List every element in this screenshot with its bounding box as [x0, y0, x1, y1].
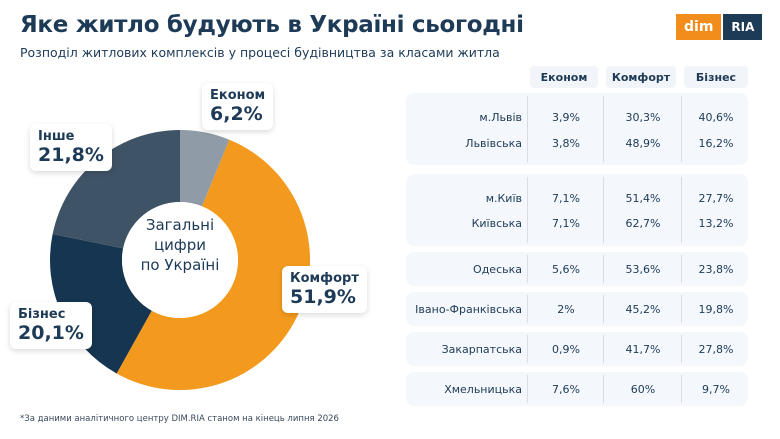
separator [527, 335, 528, 363]
separator [603, 255, 604, 283]
separator [681, 295, 682, 323]
table-cell: 27,8% [698, 343, 734, 356]
donut-hole [122, 202, 238, 318]
logo-dim: dim [676, 14, 722, 40]
separator [603, 295, 604, 323]
callout-comfort-label: Комфорт [290, 271, 359, 286]
donut-svg [49, 130, 310, 390]
separator [681, 255, 682, 283]
donut-slice-econom [180, 130, 230, 207]
table-cell: 7,1% [552, 217, 580, 230]
row-group-khmelnytskyi [406, 372, 748, 406]
table-cell: 7,6% [552, 383, 580, 396]
table-cell: 16,2% [698, 137, 734, 150]
table-row-name: Одеська [473, 263, 522, 276]
table-cell: 41,7% [625, 343, 661, 356]
row-group-odesa [406, 252, 748, 286]
donut-center-text: Загальні цифри по Україні [120, 215, 240, 275]
table-row-name: Хмельницька [444, 383, 522, 396]
callout-econom-value: 6,2% [210, 103, 263, 125]
table-cell: 27,7% [698, 192, 734, 205]
separator [527, 177, 528, 243]
donut-center-line-3: по Україні [140, 256, 220, 274]
separator [527, 375, 528, 403]
table-row-name: Київська [471, 217, 522, 230]
logo: dim RIA [676, 14, 763, 40]
separator [681, 375, 682, 403]
callout-econom: Економ 6,2% [202, 83, 274, 130]
separator [603, 335, 604, 363]
table-row-name: Львівська [465, 137, 522, 150]
row-group-kyiv [406, 174, 748, 246]
separator [527, 96, 528, 162]
table-cell: 9,7% [702, 383, 730, 396]
callout-other: Інше 21,8% [30, 124, 112, 171]
callout-comfort: Комфорт 51,9% [282, 266, 367, 313]
col-header-business: Бізнес [684, 66, 748, 88]
row-group-zakarpattia [406, 332, 748, 366]
table-cell: 30,3% [625, 111, 661, 124]
donut-center-line-2: цифри [153, 236, 207, 254]
col-header-econom: Економ [530, 66, 598, 88]
table-cell: 3,8% [552, 137, 580, 150]
table-cell: 60% [630, 383, 656, 396]
table-cell: 62,7% [625, 217, 661, 230]
table-row-name: Закарпатська [441, 343, 522, 356]
separator [603, 375, 604, 403]
callout-econom-label: Економ [210, 88, 266, 103]
callout-business: Бізнес 20,1% [10, 302, 92, 349]
donut-slice-other [52, 130, 180, 249]
table-row-name: м.Львів [479, 111, 522, 124]
table-cell: 2% [557, 303, 575, 316]
table-row-name: Івано-Франківська [415, 303, 522, 316]
separator [681, 177, 682, 243]
table-cell: 51,4% [625, 192, 661, 205]
row-group-if [406, 292, 748, 326]
table-cell: 19,8% [698, 303, 734, 316]
table-cell: 5,6% [552, 263, 580, 276]
table-cell: 53,6% [625, 263, 661, 276]
donut-slice-business [49, 234, 152, 374]
table-cell: 40,6% [698, 111, 734, 124]
separator [681, 335, 682, 363]
callout-business-label: Бізнес [18, 307, 66, 322]
table-cell: 45,2% [625, 303, 661, 316]
table-cell: 0,9% [552, 343, 580, 356]
table-cell: 48,9% [625, 137, 661, 150]
col-header-comfort: Комфорт [606, 66, 676, 88]
separator [603, 96, 604, 162]
table-cell: 23,8% [698, 263, 734, 276]
page-subtitle: Розподіл житлових комплексів у процесі б… [20, 45, 500, 60]
logo-ria: RIA [721, 14, 763, 40]
donut-center-line-1: Загальні [145, 216, 215, 234]
separator [527, 295, 528, 323]
callout-comfort-value: 51,9% [290, 286, 356, 308]
callout-other-value: 21,8% [38, 144, 104, 166]
row-group-lviv [406, 93, 748, 165]
callout-business-value: 20,1% [18, 322, 84, 344]
separator [527, 255, 528, 283]
table-cell: 13,2% [698, 217, 734, 230]
page-title: Яке житло будують в Україні сьогодні [20, 12, 524, 38]
table-row-name: м.Київ [485, 192, 522, 205]
donut-chart: Загальні цифри по Україні Економ 6,2% Ко… [0, 70, 400, 410]
separator [681, 96, 682, 162]
callout-other-label: Інше [38, 129, 75, 144]
donut-slice-comfort [116, 139, 310, 390]
table-cell: 7,1% [552, 192, 580, 205]
separator [603, 177, 604, 243]
footnote: *За даними аналітичного центру DIM.RIA с… [20, 414, 339, 424]
table-cell: 3,9% [552, 111, 580, 124]
